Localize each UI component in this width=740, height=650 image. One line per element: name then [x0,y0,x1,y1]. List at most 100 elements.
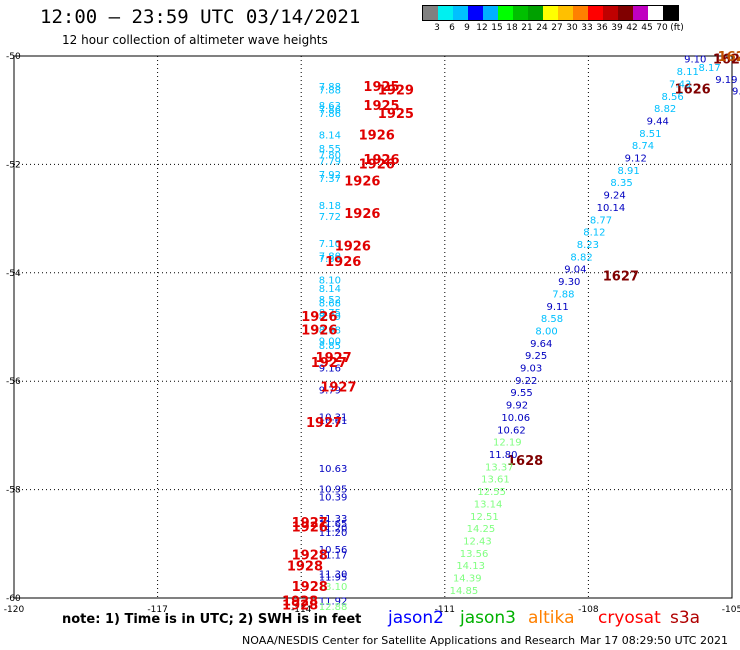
wave-height-label: 7.80 [319,251,341,262]
wave-height-label: 10.61 [319,416,348,427]
time-label: 1926 [301,310,337,325]
y-tick-label: -60 [6,594,21,604]
legend-tick-label: 9 [464,23,470,33]
wave-height-label: 9.24 [603,191,625,202]
legend-tick-label: 3 [434,23,440,33]
time-label: 1928 [292,549,328,564]
wave-height-label: 8.00 [535,326,557,337]
wave-height-label: 14.13 [456,561,485,572]
wave-height-label: 9.22 [515,376,537,387]
wave-height-label: 11.65 [319,519,348,530]
legend-tick-label: 15 [491,23,503,33]
wave-height-label: 8.14 [319,131,341,142]
legend-swatch [453,6,468,20]
generated-timestamp: Mar 17 08:29:50 UTC 2021 [580,634,728,647]
wave-height-label: 8.51 [639,129,661,140]
time-label: 1926 [325,255,361,270]
wave-height-label: 7.72 [319,212,341,223]
wave-height-label: 8.52 [319,295,341,306]
wave-height-label: 9.79 [319,385,341,396]
time-label: 1627 [603,270,639,285]
chart-subtitle: 12 hour collection of altimeter wave hei… [62,33,328,47]
wave-height-label: 8.12 [583,228,605,239]
wave-height-label: 10.31 [319,412,348,423]
time-label: 1925 [363,99,399,114]
wave-height-label: 9.30 [558,277,580,288]
wave-height-label: 9.20 [732,87,740,98]
wave-height-label: 11.20 [319,524,348,535]
wave-height-label: 13.56 [460,549,489,560]
wave-height-label: 7.38 [319,254,341,265]
legend-swatch [633,6,648,20]
legend-tick-label: 6 [449,23,455,33]
time-label: 1926 [359,157,395,172]
wave-height-label: 11.30 [319,570,348,581]
legend-tick-label: 21 [521,23,533,33]
time-label: 1926 [344,175,380,190]
time-label: 1928 [282,595,318,610]
wave-height-label: 9.25 [525,351,547,362]
wave-height-label: 7.88 [552,289,574,300]
wave-height-label: 8.82 [570,252,592,263]
legend-swatch [648,6,663,20]
wave-height-label: 11.80 [489,450,518,461]
legend-tick-label: 70 [656,23,668,33]
time-label: 1926 [301,324,337,339]
legend-swatch [573,6,588,20]
wave-height-label: 8.82 [654,104,676,115]
time-label: 1926 [344,207,380,222]
wave-height-label: 9.92 [506,401,528,412]
wave-height-label: 11.17 [319,551,348,562]
legend-tick-label: 42 [626,23,638,33]
credit-text: NOAA/NESDIS Center for Satellite Applica… [242,634,576,647]
x-tick-label: -108 [578,605,599,615]
legend-swatch [513,6,528,20]
wave-height-label: 9.44 [647,116,669,127]
satellite-cryosat: cryosat [598,608,661,628]
x-tick-label: -114 [291,605,312,615]
time-label: 1926 [335,240,371,255]
wave-height-label: 8.35 [610,178,632,189]
time-label: 1925 [378,107,414,122]
satellite-jason2: jason2 [388,608,444,628]
wave-height-label: 9.12 [625,154,647,165]
wave-height-label: 13.37 [485,462,514,473]
time-label: 1929 [378,84,414,99]
wave-height-label: 7.37 [319,174,341,185]
wave-height-label: 7.92 [319,170,341,181]
legend-swatch [543,6,558,20]
wave-height-label: 8.77 [590,215,612,226]
wave-height-label: 12.55 [477,487,506,498]
wave-height-label: 13.10 [319,582,348,593]
legend-swatch [468,6,483,20]
wave-height-label: 14.25 [467,524,496,535]
wave-height-label: 8.68 [319,299,341,310]
wave-height-label: 11.95 [319,572,348,583]
time-label: 1626 [718,50,740,65]
legend-tick-label: 36 [596,23,608,33]
wave-height-label: 12.43 [463,536,492,547]
wave-height-label: 7.86 [319,105,341,116]
time-label: 1926 [359,129,395,144]
chart-title: 12:00 — 23:59 UTC 03/14/2021 [40,6,361,28]
wave-height-label: 9.19 [715,75,737,86]
wave-height-label: 10.62 [497,425,526,436]
wave-height-label: 9.64 [530,339,552,350]
time-label: 1927 [320,381,356,396]
wave-height-label: 9.00 [319,337,341,348]
time-label: 1626 [675,83,711,98]
wave-height-label: 10.06 [501,413,530,424]
satellite-s3a: s3a [670,608,701,628]
time-label: 1628 [507,454,543,469]
y-tick-label: -56 [6,377,21,387]
wave-height-label: 7.43 [669,79,691,90]
time-label: 1625 [713,53,740,68]
y-tick-label: -52 [6,160,21,170]
wave-height-label: 8.10 [319,275,341,286]
wave-height-label: 11.92 [319,597,348,608]
time-label: 1927 [292,516,328,531]
wave-height-label: 7.80 [319,151,341,162]
footnote: note: 1) Time is in UTC; 2) SWH is in fe… [62,612,362,627]
time-label: 1928 [292,580,328,595]
